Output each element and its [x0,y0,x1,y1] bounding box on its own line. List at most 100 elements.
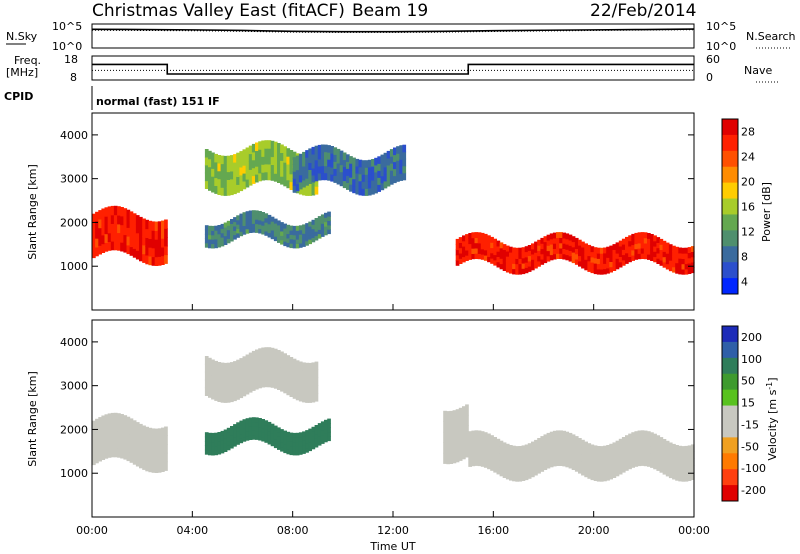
echo-cell [292,437,297,443]
echo-cell [258,157,262,166]
echo-cell [615,247,620,254]
echo-cell [465,446,469,458]
echo-cell [258,422,262,428]
echo-cell [280,433,284,439]
echo-cell [220,430,225,436]
colorbar-swatch [722,262,738,279]
echo-cell [142,244,146,255]
echo-cell [261,379,265,388]
echo-cell [549,233,554,240]
echo-cell [465,255,469,261]
echo-cell [521,252,526,259]
echo-cell [295,243,300,249]
echo-cell [98,210,102,220]
echo-cell [537,459,541,467]
echo-cell [668,265,673,272]
echo-cell [399,173,403,181]
echo-cell [157,428,162,438]
echo-cell [556,237,560,244]
echo-cell [211,367,215,376]
echo-cell [643,451,648,460]
xtick-label: 04:00 [176,524,208,537]
echo-cell [327,173,331,181]
echo-cell [217,238,222,244]
echo-cell [656,435,661,443]
echo-cell [283,376,287,386]
echo-cell [151,221,156,231]
colorbar-swatch [722,214,738,231]
echo-cell [599,467,604,475]
echo-cell [161,462,165,472]
echo-cell [217,170,222,180]
echo-cell [214,384,218,393]
echo-cell [562,232,566,239]
echo-cell [107,422,112,432]
echo-cell [251,430,256,436]
echo-cell [267,421,272,427]
echo-cell [308,187,312,196]
echo-cell [267,430,272,436]
echo-cell [289,450,294,456]
echo-cell [204,233,209,239]
echo-cell [239,366,244,375]
echo-cell [509,267,513,274]
echo-cell [217,155,222,164]
echo-cell [518,258,523,265]
nsky-right-tick-bottom: 10^0 [706,40,736,53]
echo-cell [261,164,265,173]
echo-cell [204,371,209,381]
echo-cell [628,461,632,470]
echo-cell [264,433,269,439]
echo-cell [298,153,303,162]
echo-cell [393,154,397,163]
echo-cell [650,432,654,440]
echo-cell [273,173,278,182]
echo-cell [625,247,629,254]
echo-cell [289,150,294,159]
echo-cell [336,162,341,171]
echo-cell [458,428,463,440]
echo-cell [248,435,253,440]
echo-cell [647,459,651,467]
echo-cell [352,178,356,187]
echo-cell [117,439,121,449]
echo-cell [230,170,234,180]
echo-cell [245,370,250,379]
echo-cell [480,238,485,245]
echo-cell [286,440,291,446]
echo-cell [584,448,588,457]
echo-cell [214,238,218,244]
echo-cell [226,187,231,196]
echo-cell [515,253,519,259]
echo-cell [120,215,124,226]
echo-cell [534,467,538,476]
echo-cell [656,237,661,243]
echo-cell [230,232,234,238]
echo-cell [230,219,234,224]
echo-cell [117,206,121,216]
echo-cell [324,419,328,425]
echo-cell [618,466,623,475]
echo-cell [305,240,309,246]
echo-cell [483,446,488,454]
echo-cell [346,175,350,183]
echo-cell [239,231,244,237]
echo-cell [104,216,109,226]
echo-cell [270,156,275,165]
echo-cell [521,257,526,264]
ytick-label: 4000 [60,129,88,142]
echo-cell [599,268,604,275]
echo-cell [531,455,535,464]
echo-cell [151,454,156,465]
echo-cell [483,239,488,246]
echo-cell [593,268,598,275]
echo-cell [552,253,557,260]
echo-cell [455,259,460,266]
echo-cell [574,436,579,444]
echo-cell [255,150,259,159]
echo-cell [552,437,557,446]
echo-cell [214,360,218,370]
echo-cell [618,459,623,468]
echo-cell [609,256,613,262]
freq-left-tick-bottom: 8 [70,71,77,84]
